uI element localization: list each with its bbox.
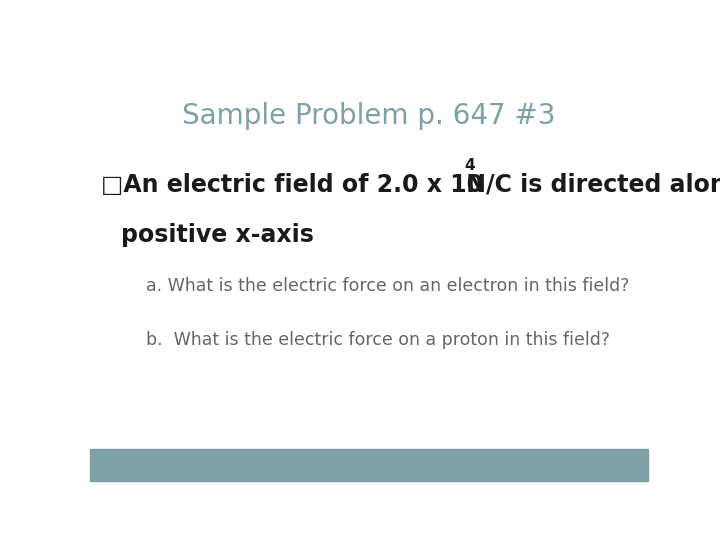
Text: b.  What is the electric force on a proton in this field?: b. What is the electric force on a proto…	[145, 331, 610, 349]
Text: positive x-axis: positive x-axis	[121, 223, 314, 247]
Text: N/C is directed along the: N/C is directed along the	[458, 173, 720, 197]
Text: Sample Problem p. 647 #3: Sample Problem p. 647 #3	[182, 102, 556, 130]
Text: □An electric field of 2.0 x 10: □An electric field of 2.0 x 10	[101, 173, 483, 197]
Text: a. What is the electric force on an electron in this field?: a. What is the electric force on an elec…	[145, 277, 629, 295]
Bar	[90, 449, 648, 481]
Text: 4: 4	[464, 158, 475, 173]
